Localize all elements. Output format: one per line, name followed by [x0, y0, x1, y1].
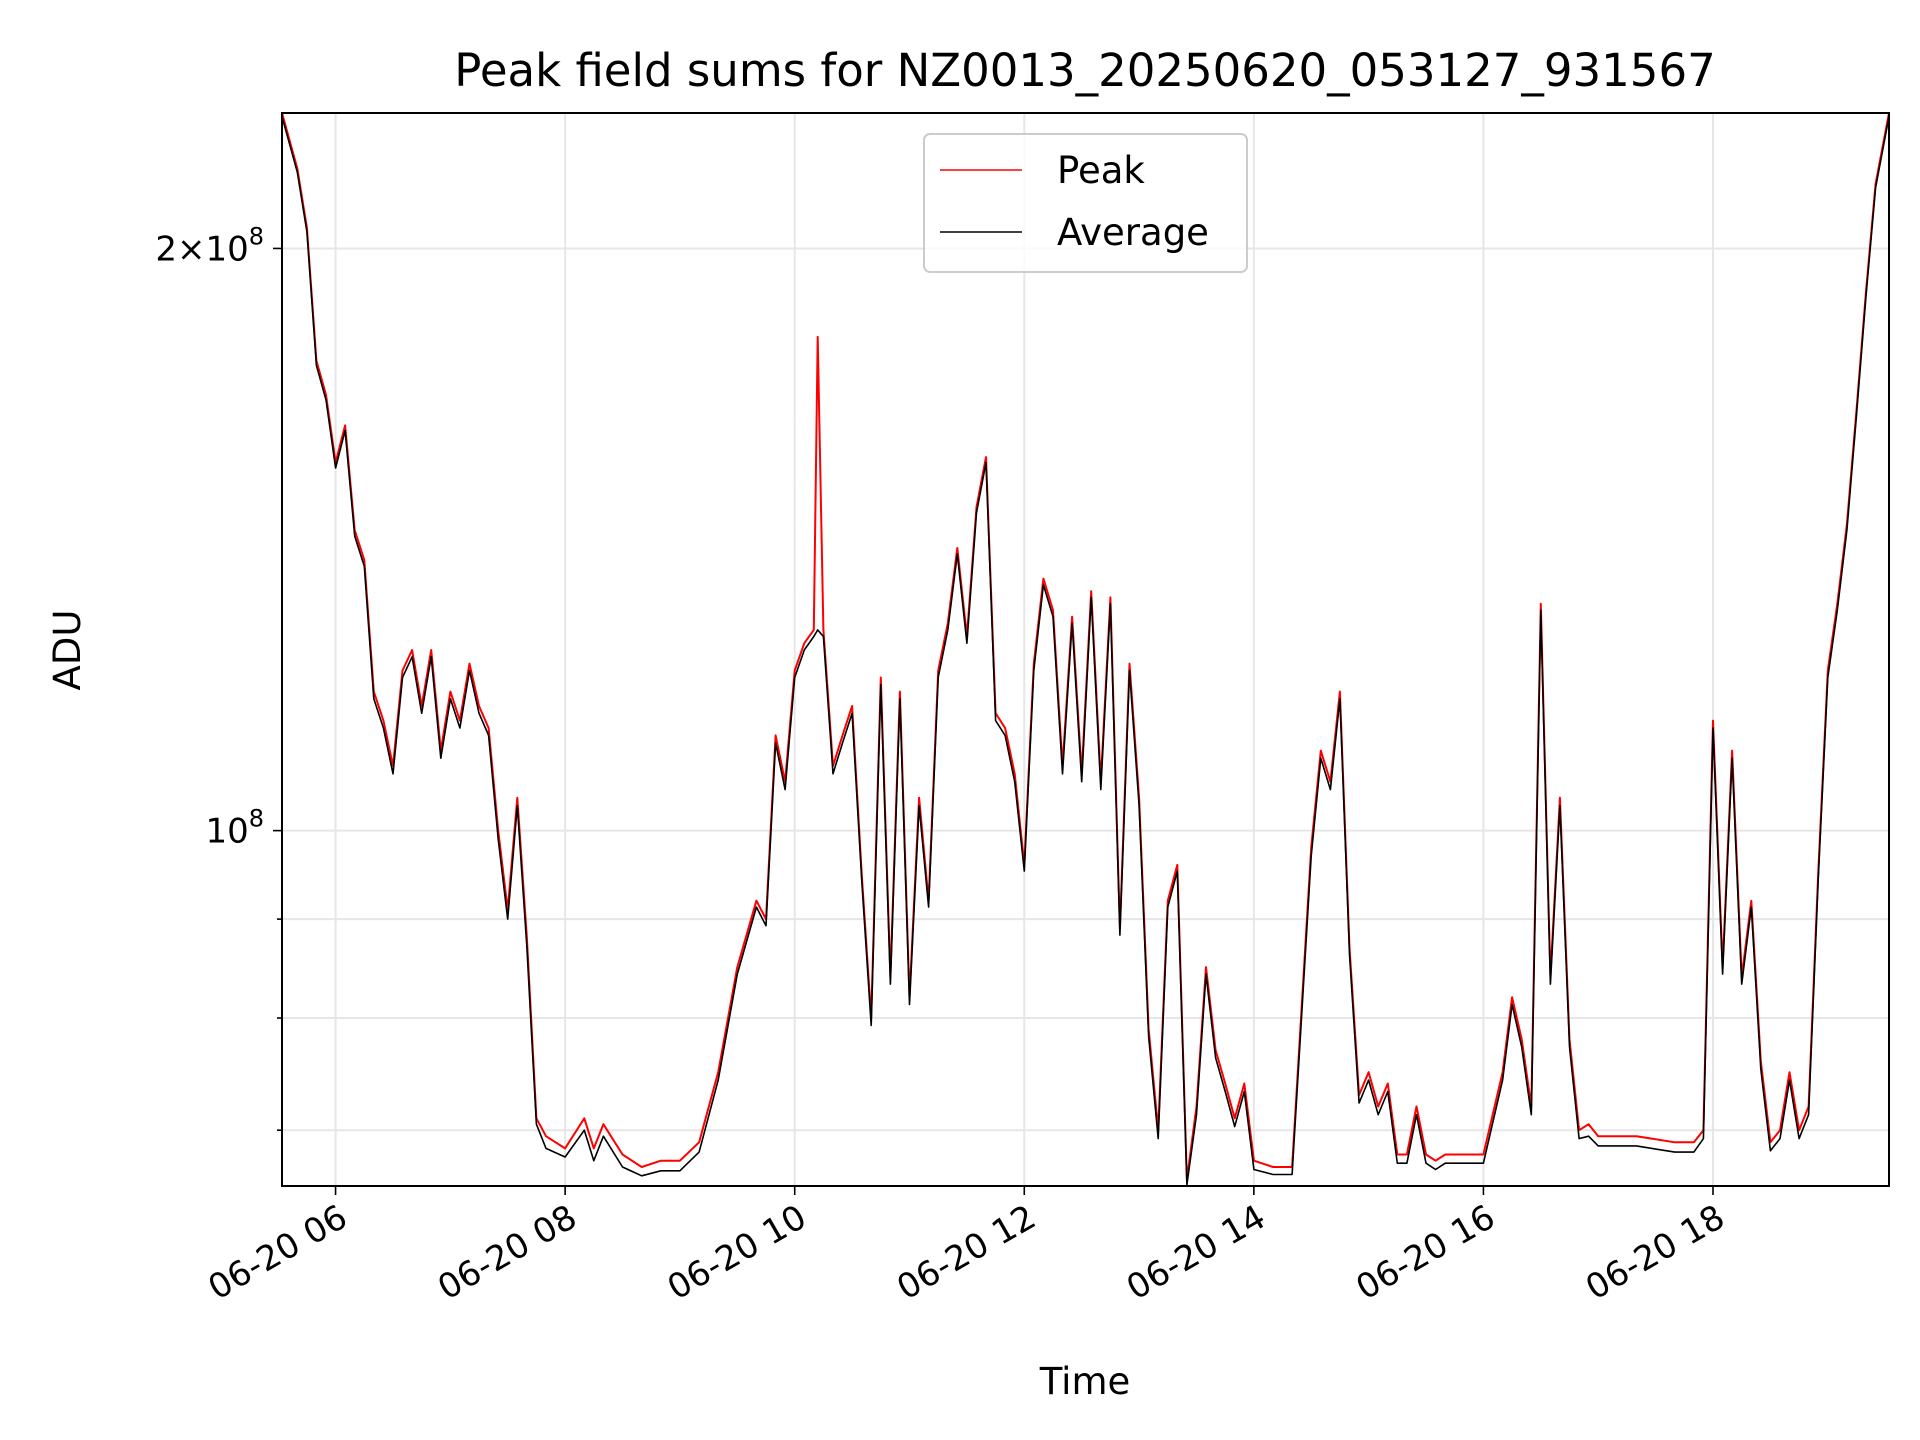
grid: [282, 113, 1889, 1186]
series-lines: [282, 113, 1889, 1186]
legend-box: [923, 133, 1248, 273]
y-tick-label: 2×108: [155, 222, 264, 269]
legend-label-average: Average: [1057, 211, 1209, 254]
legend: Peak Average: [923, 133, 1248, 273]
x-axis-label: Time: [1039, 1360, 1131, 1403]
series-line-average: [282, 116, 1889, 1186]
y-axis: 108 2×108: [155, 222, 282, 1131]
y-tick-label: 108: [205, 805, 264, 852]
plot-frame: [281, 112, 1890, 1187]
legend-label-peak: Peak: [1057, 149, 1145, 192]
y-axis-label: ADU: [46, 610, 89, 691]
chart-title: Peak field sums for NZ0013_20250620_0531…: [454, 44, 1715, 97]
